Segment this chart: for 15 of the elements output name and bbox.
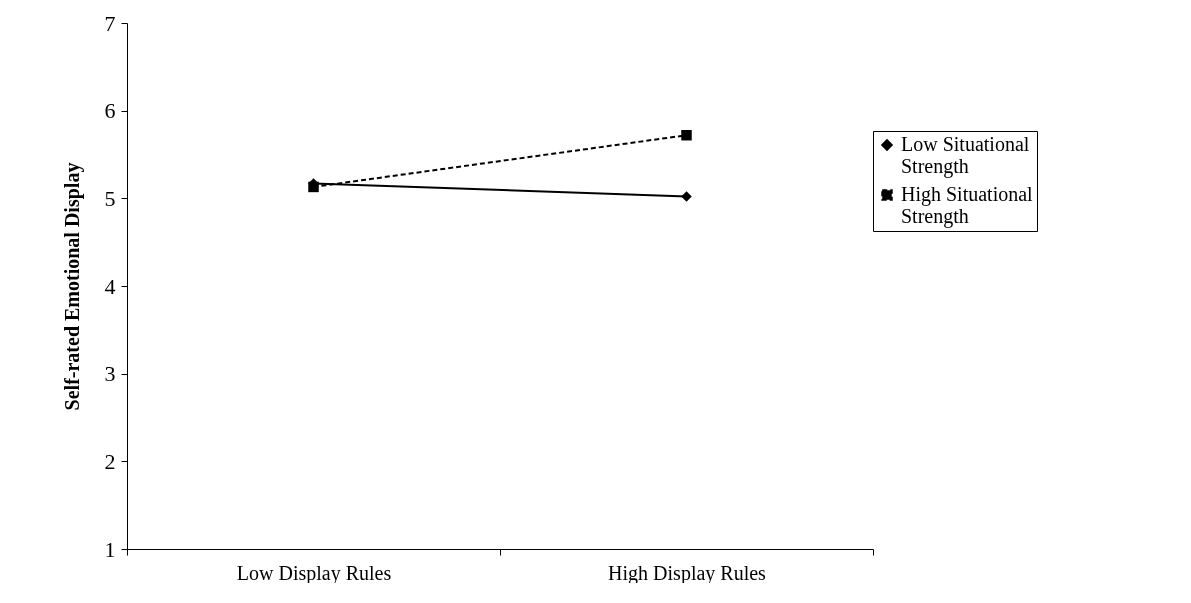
point [681, 129, 692, 141]
y-tick-label: 1 [104, 536, 116, 562]
y-tick-label: 5 [104, 185, 116, 211]
y-tick-label: 4 [104, 273, 116, 299]
y-tick-label: 3 [104, 361, 116, 387]
y-tick-label: 7 [104, 10, 116, 36]
x-tick-label: Low Display Rules [236, 561, 392, 585]
legend-label: Low Situational Strength [901, 133, 1030, 178]
y-tick-label: 6 [104, 98, 116, 124]
point [308, 181, 319, 193]
y-axis-title: Self-rated Emotional Display [60, 162, 84, 411]
x-tick-label: High Display Rules [608, 561, 767, 585]
y-tick-label: 2 [104, 448, 116, 474]
legend-label: High Situational Strength [901, 183, 1034, 228]
point [681, 191, 692, 202]
